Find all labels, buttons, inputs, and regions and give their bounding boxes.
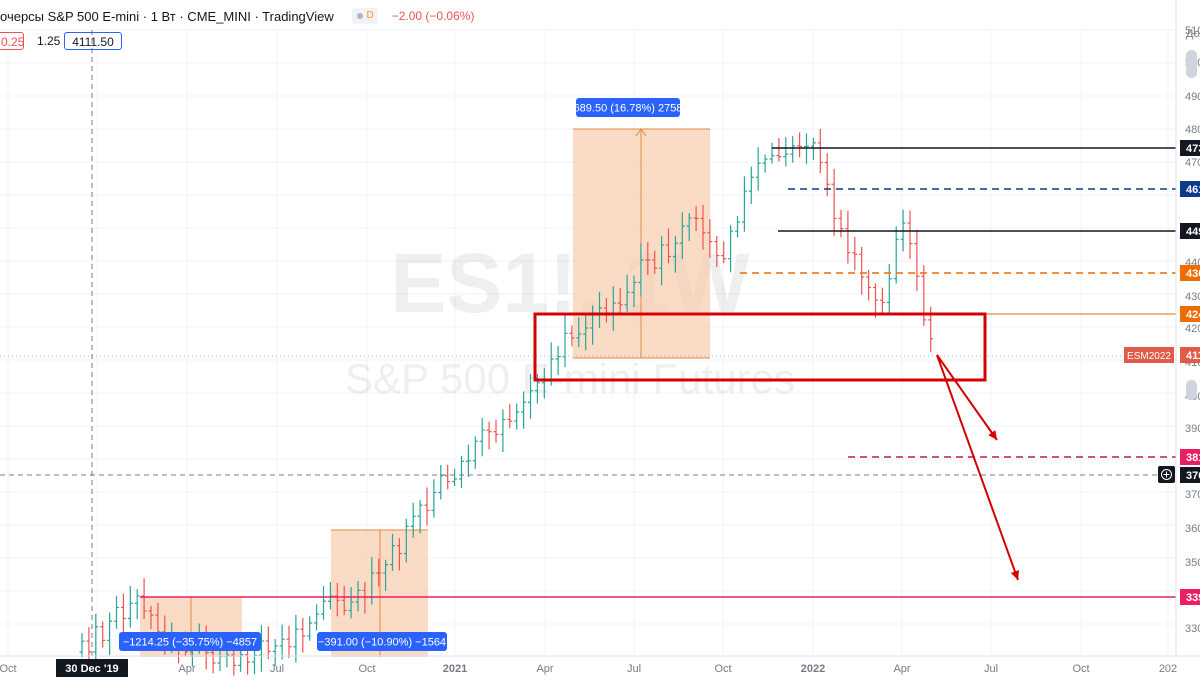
axis-scroll-thumb[interactable] — [1186, 50, 1197, 78]
buy-price-button[interactable]: 4111.50 — [64, 32, 122, 50]
time-tick: Jul — [984, 663, 998, 675]
measure-label-up: 689.50 (16.78%) 2758 — [574, 103, 683, 115]
price-label-449[interactable]: 449 — [1186, 226, 1200, 238]
symbol-title[interactable]: очерсы S&P 500 E-mini · 1 Вт · CME_MINI … — [0, 8, 334, 24]
price-change: −2.00 (−0.06%) — [391, 9, 475, 23]
time-tick: Oct — [1072, 663, 1089, 675]
time-tick: 2022 — [801, 663, 825, 675]
time-tick: Jul — [627, 663, 641, 675]
price-tick: 390 — [1185, 423, 1200, 435]
price-label-424[interactable]: 424 — [1186, 309, 1200, 321]
status-dot-icon — [356, 13, 363, 19]
price-label-376[interactable]: 376 — [1186, 470, 1200, 482]
measure-label-down-1-bg — [119, 632, 261, 651]
price-tick: 490 — [1185, 91, 1200, 103]
price-tick: 480 — [1185, 124, 1200, 136]
price-label-461[interactable]: 461 — [1186, 184, 1200, 196]
forecast-arrow-2-head — [1010, 570, 1020, 580]
price-label-bg — [1180, 589, 1200, 605]
price-label-bg — [1180, 140, 1200, 156]
price-tick: 430 — [1185, 291, 1200, 303]
price-label-bg — [1180, 265, 1200, 281]
price-tick: 370 — [1185, 489, 1200, 501]
price-label-436[interactable]: 436 — [1186, 268, 1200, 280]
measure-label-up-bg — [576, 98, 680, 117]
axis-scroll-thumb[interactable] — [1186, 380, 1197, 400]
measure-label-down-2-bg — [317, 632, 447, 651]
price-label-bg — [1180, 223, 1200, 239]
price-tick: 350 — [1185, 557, 1200, 569]
price-tick: 330 — [1185, 623, 1200, 635]
price-tick: 420 — [1185, 323, 1200, 335]
time-tick: 2021 — [443, 663, 467, 675]
price-label-411[interactable]: 411 — [1186, 350, 1200, 362]
price-tick: 360 — [1185, 523, 1200, 535]
price-label-bg — [1180, 306, 1200, 322]
data-status-badge[interactable]: D — [351, 8, 378, 24]
crosshair-time-bg — [56, 659, 128, 677]
time-tick: 202 — [1159, 663, 1177, 675]
time-tick: Oct — [714, 663, 731, 675]
time-tick: Apr — [178, 663, 195, 675]
time-tick: Jul — [270, 663, 284, 675]
forecast-arrow-1[interactable] — [936, 354, 998, 441]
price-tick: 470 — [1185, 157, 1200, 169]
measure-arrow-head — [635, 128, 647, 137]
price-label-bg — [1180, 467, 1200, 483]
measure-label-down-1: −1214.25 (−35.75%) −4857 — [123, 637, 257, 649]
plus-circle-icon — [1161, 469, 1172, 480]
price-label-bg — [1180, 347, 1200, 363]
forecast-arrow-1-head — [988, 430, 997, 440]
price-label-381[interactable]: 381 — [1186, 452, 1200, 464]
time-tick: Apr — [893, 663, 910, 675]
time-tick: Oct — [358, 663, 375, 675]
price-axis[interactable] — [1176, 0, 1200, 680]
currency-label: Дол — [1186, 28, 1200, 40]
time-tick: Oct — [0, 663, 17, 675]
contract-label-bg — [1124, 347, 1174, 363]
contract-label: ESM2022 — [1127, 351, 1171, 362]
crosshair-time-label: 30 Dec '19 — [65, 663, 118, 675]
price-label-bg — [1180, 181, 1200, 197]
support-zone-rect[interactable] — [533, 312, 987, 382]
spread-value: 1.25 — [37, 34, 61, 48]
forecast-arrow-2[interactable] — [936, 354, 1019, 581]
symbol-header: очерсы S&P 500 E-mini · 1 Вт · CME_MINI … — [0, 6, 474, 26]
time-tick: Apr — [536, 663, 553, 675]
measure-label-down-2: −391.00 (−10.90%) −1564 — [318, 637, 446, 649]
price-tick: 510 — [1185, 25, 1200, 37]
sell-price-button[interactable]: 0.25 — [0, 32, 24, 50]
price-label-339[interactable]: 339 — [1186, 592, 1200, 604]
price-label-473[interactable]: 473 — [1186, 143, 1200, 155]
price-label-bg — [1180, 449, 1200, 465]
